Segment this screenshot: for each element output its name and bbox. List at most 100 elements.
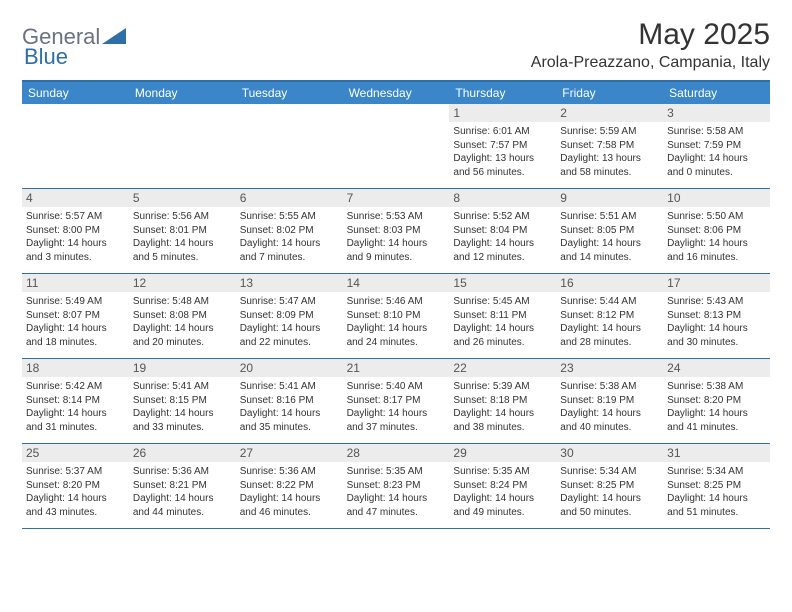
day-info: Sunrise: 5:55 AMSunset: 8:02 PMDaylight:…	[240, 210, 339, 264]
day-cell: 16Sunrise: 5:44 AMSunset: 8:12 PMDayligh…	[556, 274, 663, 358]
day-cell: 24 Sunrise: 5:38 AMSunset: 8:20 PMDayligh…	[663, 359, 770, 443]
day-cell: 4Sunrise: 5:57 AMSunset: 8:00 PMDaylight…	[22, 189, 129, 273]
day-cell: 15 Sunrise: 5:45 AMSunset: 8:11 PMDayligh…	[449, 274, 556, 358]
day-cell	[236, 104, 343, 188]
day-number: 22	[449, 359, 556, 377]
week-row: 18 Sunrise: 5:42 AMSunset: 8:14 PMDayligh…	[22, 359, 770, 444]
day-cell: 26 Sunrise: 5:36 AMSunset: 8:21 PMDayligh…	[129, 444, 236, 528]
day-number: 29	[449, 444, 556, 462]
day-cell: 28 Sunrise: 5:35 AMSunset: 8:23 PMDayligh…	[343, 444, 450, 528]
day-info: Sunrise: 5:43 AMSunset: 8:13 PMDaylight:…	[667, 295, 766, 349]
day-cell: 7Sunrise: 5:53 AMSunset: 8:03 PMDaylight…	[343, 189, 450, 273]
day-number: 19	[129, 359, 236, 377]
day-info: Sunrise: 5:51 AMSunset: 8:05 PMDaylight:…	[560, 210, 659, 264]
day-cell: 19Sunrise: 5:41 AMSunset: 8:15 PMDayligh…	[129, 359, 236, 443]
day-cell: 23Sunrise: 5:38 AMSunset: 8:19 PMDayligh…	[556, 359, 663, 443]
day-cell: 9 Sunrise: 5:51 AMSunset: 8:05 PMDaylight…	[556, 189, 663, 273]
day-number: 6	[236, 189, 343, 207]
day-cell: 5 Sunrise: 5:56 AMSunset: 8:01 PMDaylight…	[129, 189, 236, 273]
day-info: Sunrise: 5:49 AMSunset: 8:07 PMDaylight:…	[26, 295, 125, 349]
day-number: 26	[129, 444, 236, 462]
day-number: 4	[22, 189, 129, 207]
day-number: 16	[556, 274, 663, 292]
header: General May 2025 Arola-Preazzano, Campan…	[22, 18, 770, 72]
day-info: Sunrise: 5:53 AMSunset: 8:03 PMDaylight:…	[347, 210, 446, 264]
day-number: 9	[556, 189, 663, 207]
day-cell: 27 Sunrise: 5:36 AMSunset: 8:22 PMDayligh…	[236, 444, 343, 528]
day-cell: 8Sunrise: 5:52 AMSunset: 8:04 PMDaylight…	[449, 189, 556, 273]
day-info: Sunrise: 5:35 AMSunset: 8:23 PMDaylight:…	[347, 465, 446, 519]
weekday-label: Tuesday	[236, 82, 343, 104]
day-cell: 18 Sunrise: 5:42 AMSunset: 8:14 PMDayligh…	[22, 359, 129, 443]
day-cell: 21 Sunrise: 5:40 AMSunset: 8:17 PMDayligh…	[343, 359, 450, 443]
day-number: 20	[236, 359, 343, 377]
day-number: 11	[22, 274, 129, 292]
day-info: Sunrise: 5:42 AMSunset: 8:14 PMDaylight:…	[26, 380, 125, 434]
day-info: Sunrise: 5:36 AMSunset: 8:22 PMDaylight:…	[240, 465, 339, 519]
day-info: Sunrise: 5:40 AMSunset: 8:17 PMDaylight:…	[347, 380, 446, 434]
day-cell: 10 Sunrise: 5:50 AMSunset: 8:06 PMDayligh…	[663, 189, 770, 273]
day-cell	[343, 104, 450, 188]
day-number: 15	[449, 274, 556, 292]
week-row: 4Sunrise: 5:57 AMSunset: 8:00 PMDaylight…	[22, 189, 770, 274]
day-number: 10	[663, 189, 770, 207]
day-number: 30	[556, 444, 663, 462]
day-number: 24	[663, 359, 770, 377]
weekday-label: Friday	[556, 82, 663, 104]
day-cell: 2Sunrise: 5:59 AMSunset: 7:58 PMDaylight…	[556, 104, 663, 188]
day-number: 5	[129, 189, 236, 207]
weeks-container: 1Sunrise: 6:01 AMSunset: 7:57 PMDaylight…	[22, 104, 770, 529]
day-cell	[22, 104, 129, 188]
day-cell: 14Sunrise: 5:46 AMSunset: 8:10 PMDayligh…	[343, 274, 450, 358]
day-info: Sunrise: 5:46 AMSunset: 8:10 PMDaylight:…	[347, 295, 446, 349]
month-title: May 2025	[531, 18, 770, 52]
title-block: May 2025 Arola-Preazzano, Campania, Ital…	[531, 18, 770, 72]
day-cell: 20Sunrise: 5:41 AMSunset: 8:16 PMDayligh…	[236, 359, 343, 443]
day-info: Sunrise: 5:47 AMSunset: 8:09 PMDaylight:…	[240, 295, 339, 349]
day-cell: 11 Sunrise: 5:49 AMSunset: 8:07 PMDayligh…	[22, 274, 129, 358]
day-cell: 22 Sunrise: 5:39 AMSunset: 8:18 PMDayligh…	[449, 359, 556, 443]
day-cell	[129, 104, 236, 188]
weekday-label: Monday	[129, 82, 236, 104]
week-row: 1Sunrise: 6:01 AMSunset: 7:57 PMDaylight…	[22, 104, 770, 189]
day-cell: 29 Sunrise: 5:35 AMSunset: 8:24 PMDayligh…	[449, 444, 556, 528]
day-info: Sunrise: 5:38 AMSunset: 8:19 PMDaylight:…	[560, 380, 659, 434]
day-number: 8	[449, 189, 556, 207]
day-info: Sunrise: 5:34 AMSunset: 8:25 PMDaylight:…	[560, 465, 659, 519]
day-cell: 6 Sunrise: 5:55 AMSunset: 8:02 PMDaylight…	[236, 189, 343, 273]
day-cell: 31Sunrise: 5:34 AMSunset: 8:25 PMDayligh…	[663, 444, 770, 528]
week-row: 11 Sunrise: 5:49 AMSunset: 8:07 PMDayligh…	[22, 274, 770, 359]
day-info: Sunrise: 5:36 AMSunset: 8:21 PMDaylight:…	[133, 465, 232, 519]
day-number: 31	[663, 444, 770, 462]
day-number: 25	[22, 444, 129, 462]
day-info: Sunrise: 5:37 AMSunset: 8:20 PMDaylight:…	[26, 465, 125, 519]
day-number: 18	[22, 359, 129, 377]
logo-triangle-icon	[102, 26, 126, 49]
weekday-label: Sunday	[22, 82, 129, 104]
logo-sub: Blue	[24, 44, 68, 70]
calendar: SundayMondayTuesdayWednesdayThursdayFrid…	[22, 80, 770, 529]
weekday-label: Wednesday	[343, 82, 450, 104]
day-info: Sunrise: 5:39 AMSunset: 8:18 PMDaylight:…	[453, 380, 552, 434]
day-number: 2	[556, 104, 663, 122]
day-info: Sunrise: 5:45 AMSunset: 8:11 PMDaylight:…	[453, 295, 552, 349]
day-number: 28	[343, 444, 450, 462]
day-cell: 17 Sunrise: 5:43 AMSunset: 8:13 PMDayligh…	[663, 274, 770, 358]
day-cell: 12 Sunrise: 5:48 AMSunset: 8:08 PMDayligh…	[129, 274, 236, 358]
day-number: 13	[236, 274, 343, 292]
day-info: Sunrise: 5:38 AMSunset: 8:20 PMDaylight:…	[667, 380, 766, 434]
day-info: Sunrise: 5:50 AMSunset: 8:06 PMDaylight:…	[667, 210, 766, 264]
day-info: Sunrise: 5:58 AMSunset: 7:59 PMDaylight:…	[667, 125, 766, 179]
day-number: 21	[343, 359, 450, 377]
day-number: 12	[129, 274, 236, 292]
logo-text-blue: Blue	[24, 44, 68, 69]
day-number: 17	[663, 274, 770, 292]
day-cell: 1Sunrise: 6:01 AMSunset: 7:57 PMDaylight…	[449, 104, 556, 188]
day-info: Sunrise: 5:35 AMSunset: 8:24 PMDaylight:…	[453, 465, 552, 519]
day-info: Sunrise: 5:48 AMSunset: 8:08 PMDaylight:…	[133, 295, 232, 349]
day-cell: 13 Sunrise: 5:47 AMSunset: 8:09 PMDayligh…	[236, 274, 343, 358]
day-info: Sunrise: 5:56 AMSunset: 8:01 PMDaylight:…	[133, 210, 232, 264]
day-number: 27	[236, 444, 343, 462]
weekday-label: Thursday	[449, 82, 556, 104]
day-info: Sunrise: 6:01 AMSunset: 7:57 PMDaylight:…	[453, 125, 552, 179]
